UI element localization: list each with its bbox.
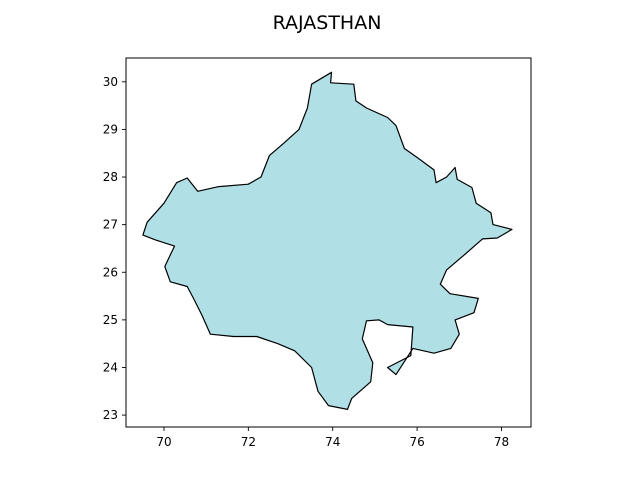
y-tick-label: 27 [103, 218, 118, 232]
x-tick-label: 76 [409, 435, 424, 449]
plot-frame [125, 57, 532, 428]
y-tick-label: 26 [103, 265, 118, 279]
y-tick-label: 28 [103, 170, 118, 184]
x-tick-label: 70 [156, 435, 171, 449]
y-tick-label: 25 [103, 313, 118, 327]
y-tick-label: 23 [103, 408, 118, 422]
y-tick-label: 30 [103, 75, 118, 89]
map-title: RAJASTHAN [273, 12, 382, 34]
x-axis-ticks: 70 72 74 76 78 [156, 427, 509, 449]
y-axis-ticks: 23 24 25 26 27 28 29 30 [103, 75, 126, 422]
y-tick-label: 24 [103, 360, 118, 374]
x-tick-label: 74 [325, 435, 340, 449]
y-tick-label: 29 [103, 122, 118, 136]
x-tick-label: 72 [241, 435, 256, 449]
region-rajasthan-shape [142, 71, 513, 410]
x-tick-label: 78 [494, 435, 509, 449]
